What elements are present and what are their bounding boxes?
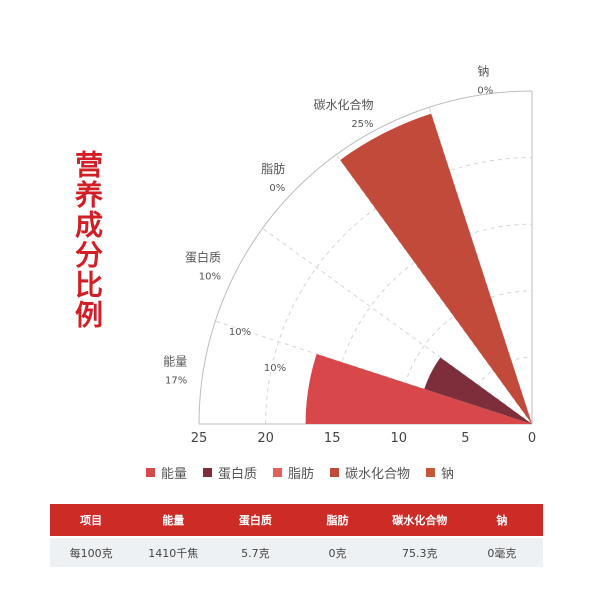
axis-tick-label: 25 (191, 431, 208, 446)
sector-0[interactable] (305, 354, 532, 424)
table-header-item: 项目 (50, 504, 133, 537)
side-title: 营养成分比例 (71, 150, 104, 330)
legend-label-2: 脂肪 (287, 467, 314, 482)
legend-label-4: 钠 (441, 467, 455, 482)
axis-tick-label: 5 (461, 431, 469, 446)
table-header-fat: 脂肪 (296, 504, 379, 537)
axis-tick-label: 15 (324, 431, 341, 446)
grid-arc (398, 290, 533, 425)
outer-arc (198, 90, 533, 425)
legend-label-0: 能量 (160, 467, 187, 482)
table-cell: 75.3克 (378, 536, 461, 567)
category-label-0: 能量 (163, 354, 187, 368)
sector-3[interactable] (340, 113, 532, 425)
legend-item-0[interactable]: 能量 (145, 463, 187, 482)
legend-item-4[interactable]: 钠 (426, 463, 454, 482)
axis-tick-label: 10 (391, 431, 408, 446)
nutrition-table: 项目 能量 蛋白质 脂肪 碳水化合物 钠 每100克 1410千焦 5.7克 0… (50, 504, 543, 567)
category-label-1: 蛋白质 (185, 250, 221, 265)
table-row: 每100克 1410千焦 5.7克 0克 75.3克 0毫克 (50, 536, 543, 567)
value-label-1: 10% (199, 272, 221, 283)
legend-item-2[interactable]: 脂肪 (272, 463, 314, 482)
chart-sectors (305, 113, 532, 425)
table-header-carbs: 碳水化合物 (378, 504, 461, 537)
table-header-sodium: 钠 (460, 504, 543, 537)
table-cell: 1410千焦 (132, 536, 215, 567)
table-header-row: 项目 能量 蛋白质 脂肪 碳水化合物 钠 (50, 504, 543, 537)
legend-label-1: 蛋白质 (217, 467, 257, 482)
category-labels: 能量 17% 蛋白质 10% 脂肪 0% 碳水化合物 25% 钠 0% (163, 63, 493, 386)
legend-swatch-0 (145, 468, 155, 477)
legend-swatch-2 (272, 468, 282, 477)
value-label-0: 17% (165, 375, 187, 386)
sector-1[interactable] (424, 357, 532, 424)
table-cell: 0毫克 (460, 536, 543, 567)
value-label-4: 0% (477, 85, 493, 96)
legend-swatch-4 (426, 468, 436, 477)
legend-swatch-1 (202, 468, 212, 477)
ring-label: 10% (229, 327, 251, 338)
category-label-2: 脂肪 (261, 161, 285, 176)
value-label-2: 0% (269, 183, 285, 194)
ring-label: 10% (264, 363, 286, 374)
legend-label-3: 碳水化合物 (345, 467, 411, 482)
table-cell: 每100克 (50, 536, 133, 567)
polar-bar-chart: 能量 17% 蛋白质 10% 脂肪 0% 碳水化合物 25% 钠 0% 25 20 15 10 5 0 10… (163, 63, 536, 446)
category-label-4: 钠 (477, 63, 489, 78)
table-header-energy: 能量 (132, 504, 215, 537)
legend-item-1[interactable]: 蛋白质 (202, 463, 257, 482)
category-label-3: 碳水化合物 (314, 97, 374, 112)
axis-tick-label: 20 (257, 431, 274, 446)
legend-item-3[interactable]: 碳水化合物 (330, 463, 410, 482)
value-label-3: 25% (351, 119, 373, 130)
grid-arc (265, 157, 533, 425)
grid-arc (464, 356, 533, 425)
table-header-protein: 蛋白质 (214, 504, 297, 537)
table-cell: 5.7克 (214, 536, 297, 567)
legend-swatch-3 (330, 468, 339, 477)
legend: 能量 蛋白质 脂肪 碳水化合物 钠 (0, 463, 600, 482)
table-cell: 0克 (296, 536, 379, 567)
axis-ticks: 25 20 15 10 5 0 (191, 431, 536, 446)
axis-tick-label: 0 (528, 431, 536, 446)
